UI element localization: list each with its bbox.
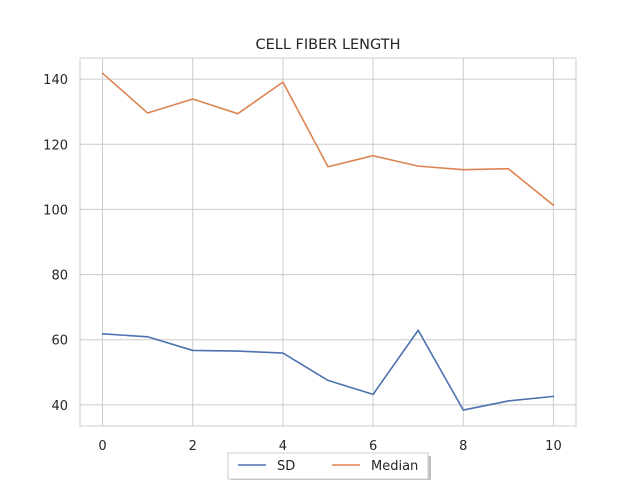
y-tick-label: 40	[51, 399, 68, 414]
x-tick-label: 10	[545, 439, 562, 454]
y-tick-label: 100	[43, 203, 68, 218]
x-tick-label: 0	[98, 439, 106, 454]
chart-title: CELL FIBER LENGTH	[255, 37, 400, 53]
plot-frame	[79, 57, 577, 427]
x-axis-ticks: 0 2 4 6 8 10	[98, 439, 561, 454]
y-tick-label: 80	[51, 269, 68, 284]
y-tick-label: 120	[43, 138, 68, 153]
series-line-sd	[101, 329, 555, 411]
legend-label-median: Median	[371, 459, 418, 474]
y-tick-label: 140	[43, 73, 68, 88]
grid-lines	[80, 58, 576, 426]
x-tick-label: 4	[279, 439, 287, 454]
x-tick-label: 8	[459, 439, 467, 454]
legend-box	[227, 452, 429, 480]
legend-label-sd: SD	[277, 459, 295, 474]
legend: SD Median	[227, 452, 431, 480]
x-tick-label: 2	[189, 439, 197, 454]
y-tick-label: 60	[51, 334, 68, 349]
y-axis-ticks: 40 60 80 100 120 140	[43, 73, 68, 414]
series-line-median	[101, 72, 555, 206]
series-lines	[101, 72, 555, 411]
x-tick-label: 6	[369, 439, 377, 454]
